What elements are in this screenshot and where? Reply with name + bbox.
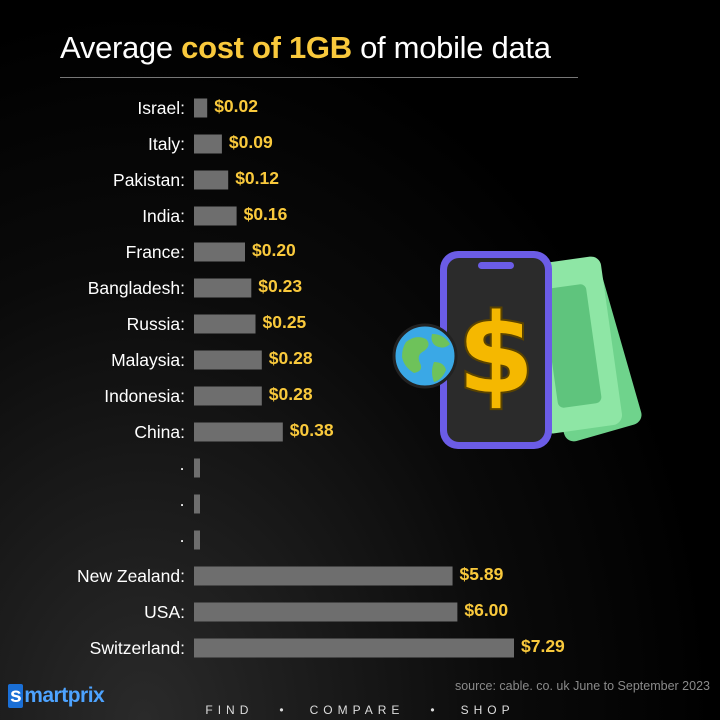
category-label: USA: xyxy=(144,602,185,622)
smartphone-icon xyxy=(440,251,552,449)
category-label: Italy: xyxy=(148,134,185,154)
value-label: $6.00 xyxy=(464,600,508,620)
value-label: $5.89 xyxy=(460,564,504,584)
footer-separator: • xyxy=(430,703,435,717)
title-highlight: cost of 1GB xyxy=(181,30,352,65)
category-label: · xyxy=(179,494,185,514)
chart-title: Average cost of 1GB of mobile data xyxy=(60,30,660,66)
placeholder-bar xyxy=(194,458,200,478)
title-divider xyxy=(60,77,578,78)
value-label: $0.28 xyxy=(269,384,313,404)
logo-wordmark: martprix xyxy=(24,684,105,707)
category-label: Indonesia: xyxy=(104,386,185,406)
category-label: Pakistan: xyxy=(113,170,185,190)
value-label: $0.38 xyxy=(290,420,334,440)
category-label: India: xyxy=(142,206,185,226)
value-label: $0.28 xyxy=(269,348,313,368)
bar xyxy=(194,566,453,586)
category-label: Malaysia: xyxy=(111,350,185,370)
smartprix-logo: s martprix xyxy=(8,680,105,708)
category-label: · xyxy=(179,530,185,550)
bar xyxy=(194,170,229,190)
value-label: $0.23 xyxy=(258,276,302,296)
bar xyxy=(194,314,256,334)
value-label: $0.02 xyxy=(214,96,258,116)
value-label: $0.16 xyxy=(244,204,288,224)
category-label: Russia: xyxy=(127,314,185,334)
value-label: $0.20 xyxy=(252,240,296,260)
phone-money-illustration: $ xyxy=(392,251,642,449)
footer-shop: SHOP xyxy=(460,703,515,717)
placeholder-bar xyxy=(194,530,200,550)
source-note: source: cable. co. uk June to September … xyxy=(454,679,710,693)
footer-find: FIND xyxy=(205,703,254,717)
dollar-sign-icon: $ xyxy=(456,288,537,420)
footer-separator: • xyxy=(279,703,284,717)
bar xyxy=(194,386,262,406)
globe-icon xyxy=(392,323,458,389)
bar xyxy=(194,638,514,658)
category-label: Switzerland: xyxy=(90,638,185,658)
bar xyxy=(194,422,283,442)
value-label: $0.09 xyxy=(229,132,273,152)
title-prefix: Average xyxy=(60,30,182,65)
bar xyxy=(194,134,222,154)
category-label: New Zealand: xyxy=(77,566,185,586)
logo-mark: s xyxy=(8,684,24,708)
bar xyxy=(194,98,208,118)
category-label: China: xyxy=(134,422,185,442)
bar xyxy=(194,206,237,226)
category-label: · xyxy=(179,458,185,478)
category-label: France: xyxy=(126,242,185,262)
value-label: $7.29 xyxy=(521,636,565,656)
svg-text:$: $ xyxy=(458,290,535,418)
category-label: Bangladesh: xyxy=(88,278,185,298)
bar xyxy=(194,350,262,370)
value-label: $0.12 xyxy=(235,168,279,188)
bar xyxy=(194,242,245,262)
placeholder-bar xyxy=(194,494,200,514)
value-label: $0.25 xyxy=(263,312,307,332)
bar xyxy=(194,278,252,298)
footer-tagline: FIND • COMPARE • SHOP xyxy=(0,700,720,720)
footer-compare: COMPARE xyxy=(309,703,405,717)
title-suffix: of mobile data xyxy=(351,30,551,65)
bar xyxy=(194,602,458,622)
category-label: Israel: xyxy=(137,98,185,118)
